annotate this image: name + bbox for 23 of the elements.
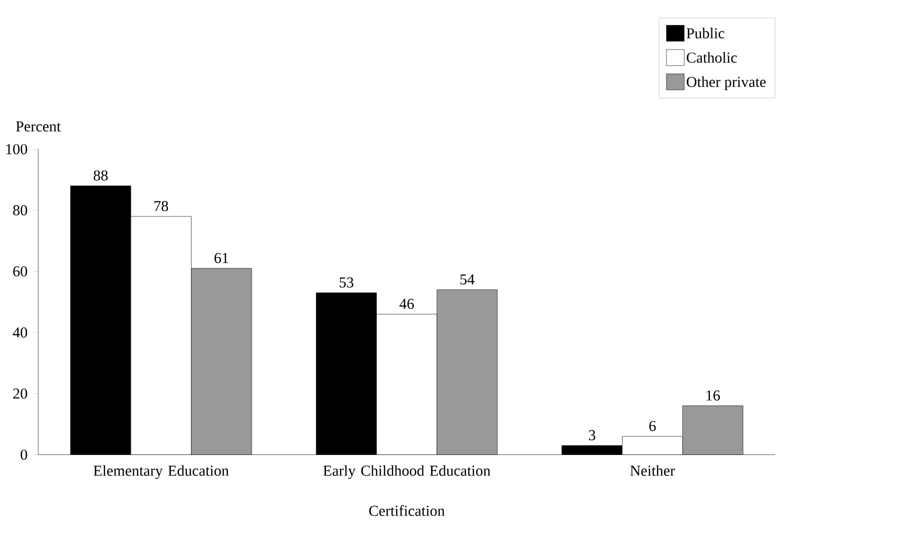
data-label: 88	[94, 170, 108, 181]
legend-label: Catholic	[686, 52, 737, 63]
data-label: 16	[706, 390, 720, 401]
data-label: 78	[154, 201, 168, 212]
data-label: 61	[214, 253, 228, 264]
legend-label: Public	[686, 28, 724, 38]
y-tick-label: 0	[20, 450, 28, 460]
y-tick-label: 80	[13, 205, 28, 216]
y-axis-title: Percent	[16, 122, 61, 132]
data-label: 3	[588, 430, 596, 440]
y-tick-label: 40	[12, 327, 28, 338]
x-axis-title: Certification	[369, 505, 445, 516]
y-tick-label: 100	[6, 144, 28, 154]
x-tick-label: Neither	[630, 465, 675, 476]
x-tick-label: Early Childhood Education	[323, 465, 490, 479]
y-tick-label: 20	[13, 388, 28, 399]
x-tick-label: Elementary Education	[94, 465, 229, 479]
data-label: 6	[649, 421, 656, 432]
data-label: 54	[460, 274, 474, 285]
data-label: 53	[340, 277, 354, 288]
data-label: 46	[399, 298, 414, 309]
legend-label: Other private	[686, 76, 766, 90]
y-tick-label: 60	[13, 266, 28, 277]
